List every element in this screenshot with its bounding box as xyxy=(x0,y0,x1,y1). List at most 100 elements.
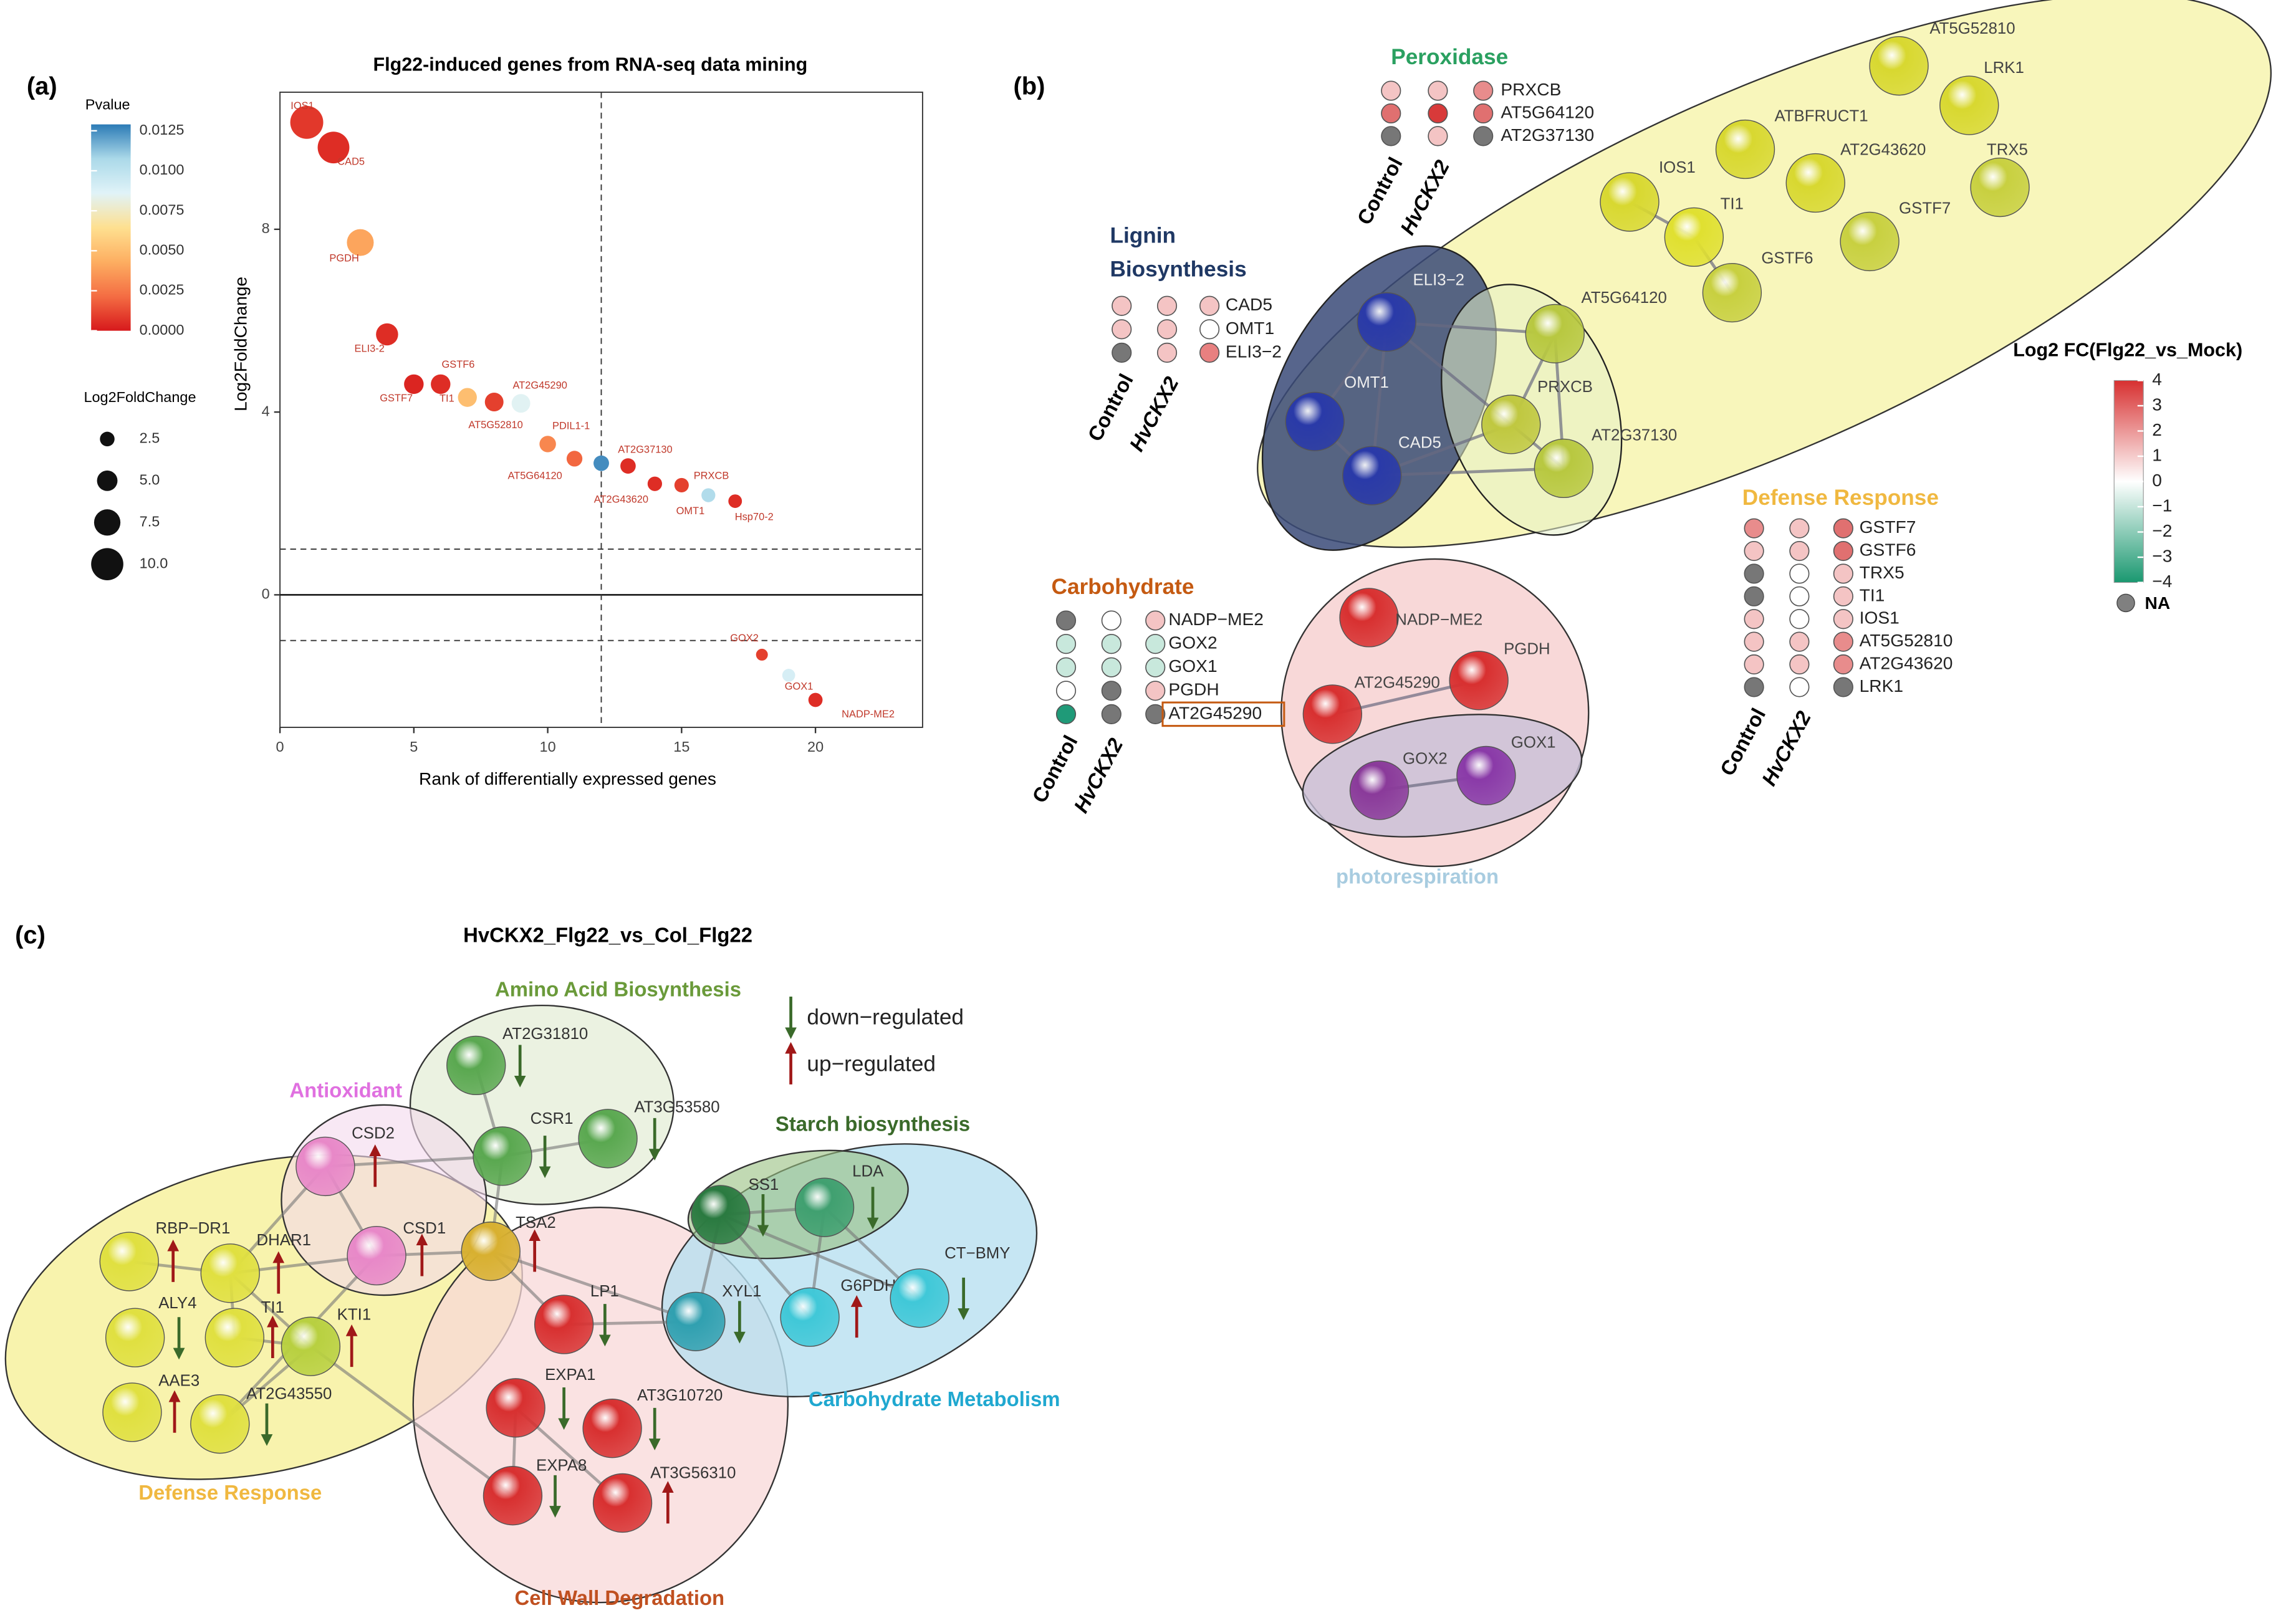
heat-dot xyxy=(1112,295,1132,316)
node-label: TI1 xyxy=(1721,196,1744,213)
heat-dot xyxy=(1833,518,1853,539)
group-title: Starch biosynthesis xyxy=(776,1112,970,1135)
point-label: AT5G64120 xyxy=(507,470,562,481)
gene-label: PRXCB xyxy=(1501,79,1561,99)
node-label: GSTF6 xyxy=(1761,249,1813,267)
point-label: Hsp70-2 xyxy=(735,511,774,522)
heat-dot xyxy=(1428,126,1448,146)
group-title: Peroxidase xyxy=(1391,45,1508,69)
protein-node xyxy=(1715,119,1775,180)
gene-label: ELI3−2 xyxy=(1226,341,1282,361)
legend-tick-label: 1 xyxy=(2152,444,2162,464)
x-tick-label: 0 xyxy=(276,739,284,755)
heat-dot xyxy=(1199,295,1220,316)
node-label: AT3G56310 xyxy=(650,1464,736,1482)
point-label: PDIL1-1 xyxy=(552,421,590,432)
heat-dot xyxy=(1156,342,1178,363)
legend-label: down−regulated xyxy=(807,1005,964,1030)
heat-dot xyxy=(1101,704,1122,724)
node-label: GSTF7 xyxy=(1899,200,1951,218)
node-label: CSD2 xyxy=(352,1125,395,1142)
protein-node xyxy=(1481,395,1541,454)
heat-dot xyxy=(1055,704,1077,724)
node-label: GOX2 xyxy=(1403,750,1448,767)
heat-dot xyxy=(1744,540,1764,562)
protein-node xyxy=(691,1185,751,1245)
data-point xyxy=(620,458,636,474)
node-label: AT2G43550 xyxy=(246,1386,332,1403)
node-label: AT2G37130 xyxy=(1592,427,1677,444)
heat-dot xyxy=(1145,634,1166,654)
protein-node xyxy=(1285,391,1345,451)
node-label: AT3G53580 xyxy=(634,1098,719,1116)
network-edge xyxy=(719,1213,921,1300)
legend-label: 2.5 xyxy=(140,430,160,446)
legend-tick-label: 0.0125 xyxy=(140,122,185,138)
protein-node xyxy=(446,1035,506,1096)
heat-dot xyxy=(1744,654,1764,675)
heat-dot xyxy=(1381,126,1401,146)
data-point xyxy=(458,388,477,407)
node-label: CT−BMY xyxy=(944,1245,1010,1262)
heat-dot xyxy=(1112,342,1132,363)
legend-label: 5.0 xyxy=(140,472,160,488)
data-point xyxy=(511,394,531,413)
point-label: CAD5 xyxy=(337,156,365,167)
protein-node xyxy=(102,1382,162,1442)
node-label: CAD5 xyxy=(1398,434,1441,451)
protein-node xyxy=(1664,207,1724,267)
node-label: AT2G45290 xyxy=(1355,674,1440,691)
protein-node xyxy=(578,1109,638,1169)
protein-node xyxy=(486,1378,545,1438)
heat-dot xyxy=(1101,634,1122,654)
protein-node xyxy=(1869,36,1929,96)
group-title: Biosynthesis xyxy=(1110,257,1246,282)
node-label: EXPA8 xyxy=(536,1457,587,1475)
gene-label: OMT1 xyxy=(1226,318,1274,338)
heat-dot xyxy=(1789,518,1810,539)
gene-label: CAD5 xyxy=(1226,294,1272,314)
legend-label: 7.5 xyxy=(140,513,160,529)
group-title: Cell Wall Degradation xyxy=(515,1586,725,1609)
gene-label: GOX1 xyxy=(1168,656,1217,676)
heat-dot xyxy=(1055,634,1077,654)
gene-label: AT2G45290 xyxy=(1168,702,1262,722)
point-label: GOX2 xyxy=(730,633,759,644)
point-label: AT2G45290 xyxy=(513,380,567,391)
network-edge xyxy=(1371,467,1564,477)
node-label: PRXCB xyxy=(1537,378,1593,396)
legend-tick-label: −1 xyxy=(2152,495,2172,515)
point-label: AT2G37130 xyxy=(618,444,672,455)
data-point xyxy=(431,374,451,395)
gene-label: PGDH xyxy=(1168,679,1219,699)
heat-dot xyxy=(1744,563,1764,584)
point-label: TI1 xyxy=(440,393,454,404)
data-point xyxy=(756,648,768,661)
legend-tick-label: −3 xyxy=(2152,545,2172,565)
heat-dot xyxy=(1833,677,1853,697)
protein-node xyxy=(534,1295,594,1354)
heat-dot xyxy=(1055,681,1077,701)
protein-node xyxy=(1339,588,1399,648)
heat-dot xyxy=(1789,631,1810,652)
node-label: AT2G43620 xyxy=(1840,141,1926,159)
panel-label: (a) xyxy=(27,72,57,100)
legend-tick-label: −4 xyxy=(2152,571,2172,591)
protein-node xyxy=(347,1225,406,1286)
heat-dot xyxy=(1833,540,1853,562)
legend-title: Log2 FC(Flg22_vs_Mock) xyxy=(2013,340,2242,361)
data-point xyxy=(317,132,350,164)
heat-dot xyxy=(1789,563,1810,584)
node-label: ELI3−2 xyxy=(1413,272,1464,289)
heat-dot xyxy=(1833,563,1853,584)
x-tick-label: 15 xyxy=(673,739,689,755)
protein-node xyxy=(483,1466,543,1526)
panel-label: (b) xyxy=(1013,72,1045,100)
heat-dot xyxy=(1112,319,1132,340)
heat-dot xyxy=(1381,103,1401,124)
protein-node xyxy=(1534,438,1594,499)
node-label: EXPA1 xyxy=(545,1366,595,1384)
node-label: AT5G52810 xyxy=(1929,20,2015,37)
node-label: KTI1 xyxy=(337,1306,372,1324)
heat-dot xyxy=(1428,103,1448,124)
